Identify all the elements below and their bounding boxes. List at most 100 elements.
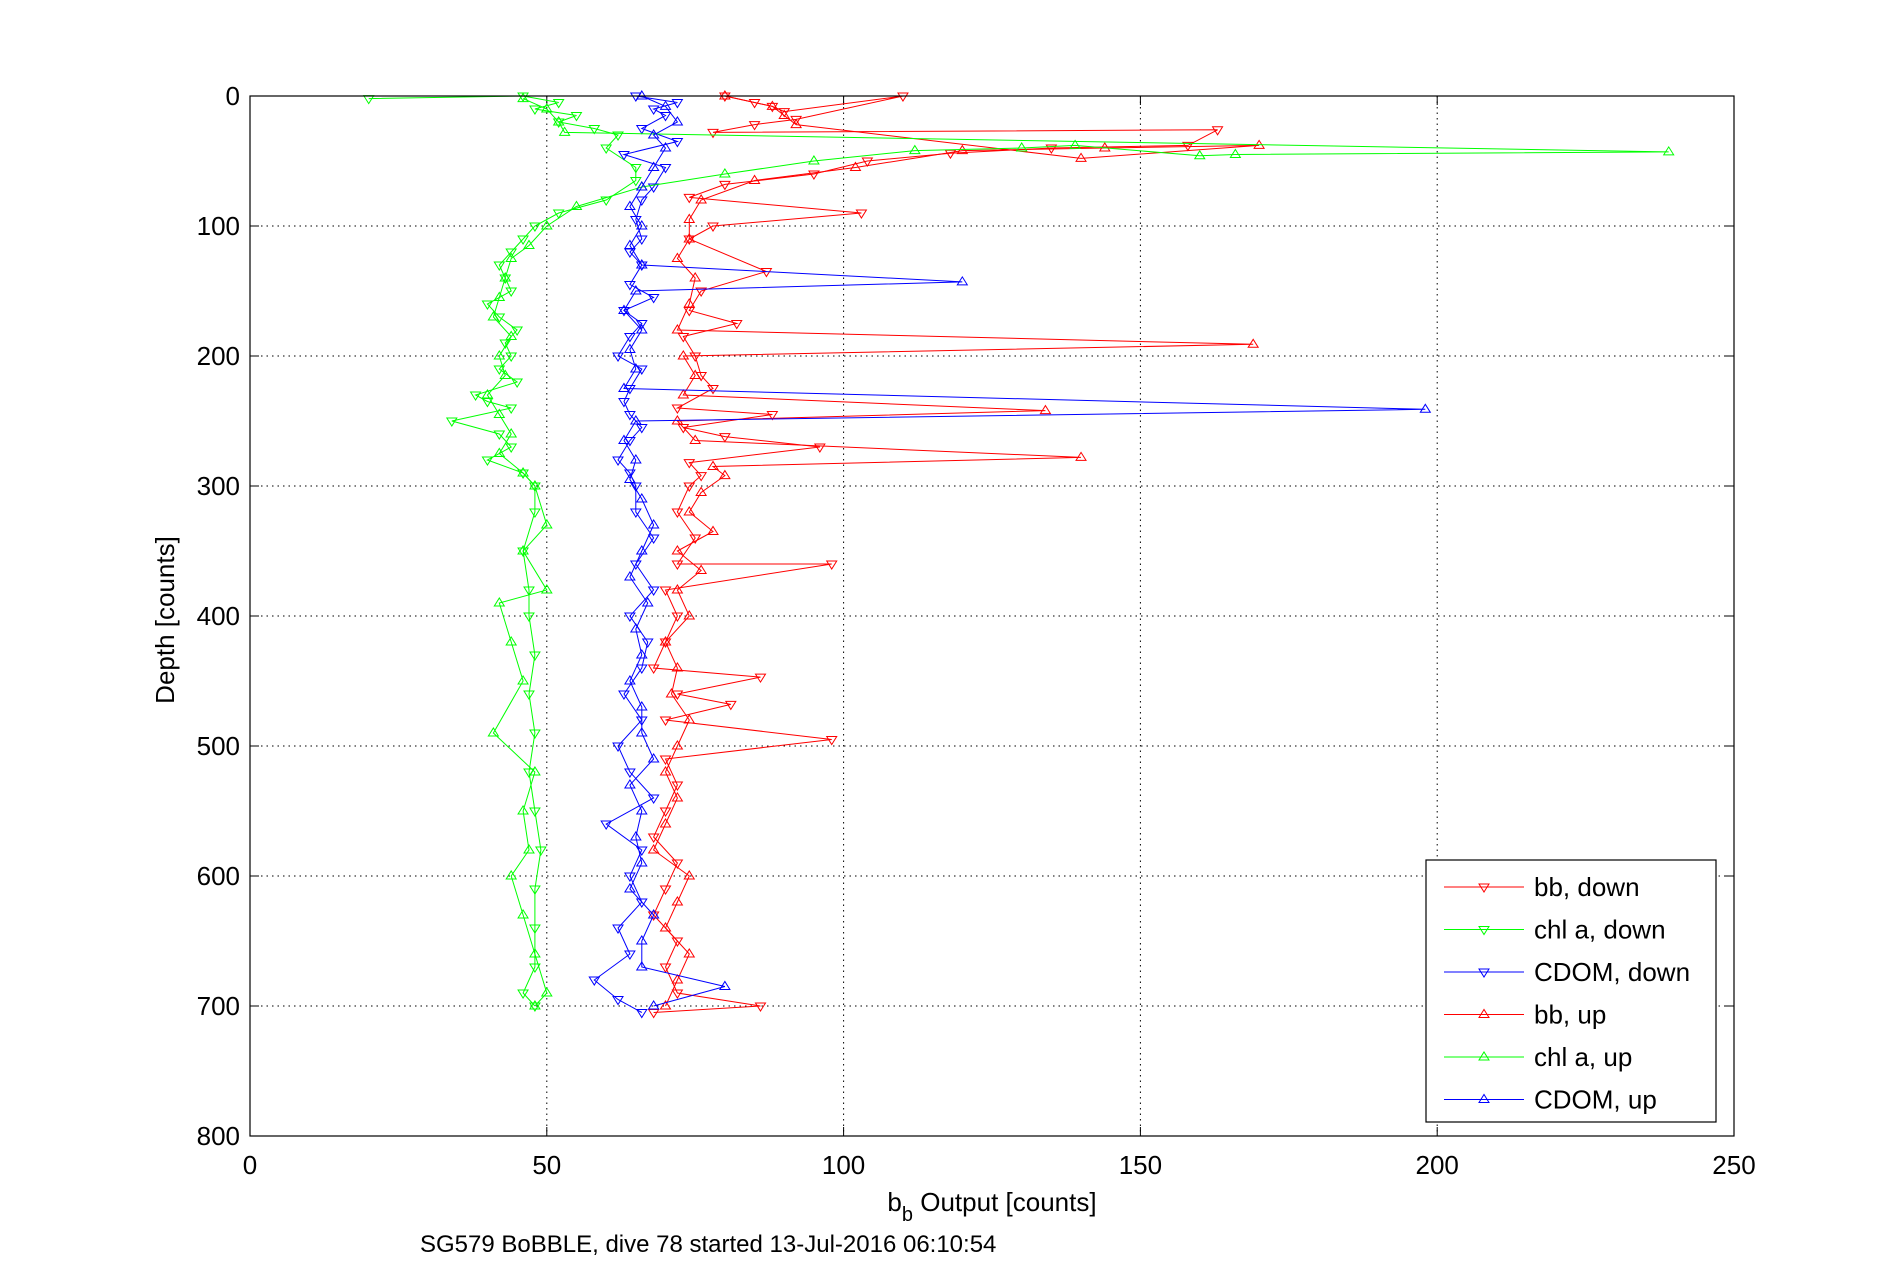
data-point-cdom-down xyxy=(612,456,624,466)
data-point-cdom-up xyxy=(647,161,660,171)
data-point-cdom-down xyxy=(629,560,642,570)
legend-marker xyxy=(1478,1051,1490,1061)
data-point-chl-a-up xyxy=(540,220,553,230)
data-point-cdom-up xyxy=(635,324,648,334)
legend-label: bb, up xyxy=(1534,1000,1606,1030)
data-point-chl-a-up xyxy=(523,239,535,249)
data-point-chl-a-down xyxy=(552,209,565,219)
data-point-chl-a-up xyxy=(487,311,500,321)
data-point-bb-up xyxy=(683,948,696,958)
data-point-cdom-up xyxy=(618,304,630,314)
data-point-chl-a-down xyxy=(511,378,524,388)
data-point-chl-a-up xyxy=(517,805,529,815)
data-point-chl-a-down xyxy=(529,807,541,817)
data-point-bb-up xyxy=(683,714,696,724)
legend-entry-chl-a-up: chl a, up xyxy=(1444,1042,1632,1072)
data-point-cdom-down xyxy=(647,586,660,596)
data-point-cdom-down xyxy=(588,976,601,986)
data-point-cdom-up xyxy=(629,285,642,295)
data-point-bb-up xyxy=(671,896,684,906)
x-axis-label-rest: Output [counts] xyxy=(913,1187,1097,1217)
y-tick-label: 0 xyxy=(226,81,240,111)
data-point-cdom-up xyxy=(718,980,731,990)
y-tick-label: 100 xyxy=(197,211,240,241)
data-point-bb-down xyxy=(647,833,660,843)
data-point-chl-a-down xyxy=(505,248,518,258)
data-point-chl-a-down xyxy=(529,1002,541,1012)
data-point-chl-a-down xyxy=(517,547,529,557)
legend-marker xyxy=(1478,926,1490,936)
data-series xyxy=(362,90,1675,1019)
data-point-cdom-up xyxy=(635,259,648,269)
data-point-chl-a-down xyxy=(505,352,518,362)
data-point-cdom-up xyxy=(641,597,654,607)
data-point-cdom-up xyxy=(629,623,642,633)
y-tick-label: 300 xyxy=(197,471,240,501)
data-point-cdom-up xyxy=(624,883,636,893)
data-point-cdom-down xyxy=(618,307,630,317)
data-point-cdom-up xyxy=(635,935,648,945)
data-point-cdom-up xyxy=(635,701,648,711)
data-point-bb-up xyxy=(683,506,696,516)
data-point-bb-down xyxy=(677,424,690,434)
data-point-chl-a-up xyxy=(517,545,529,555)
x-tick-label: 50 xyxy=(532,1150,561,1180)
data-point-cdom-down xyxy=(612,996,624,1006)
data-point-chl-a-down xyxy=(529,482,541,492)
data-point-chl-a-up xyxy=(499,272,512,282)
data-point-chl-a-down xyxy=(517,469,529,479)
data-point-chl-a-down xyxy=(523,612,535,622)
data-point-bb-up xyxy=(683,298,696,308)
data-point-bb-down xyxy=(861,157,874,167)
data-point-bb-up xyxy=(665,688,678,698)
data-point-cdom-up xyxy=(647,909,660,919)
data-point-cdom-up xyxy=(635,493,648,503)
data-point-bb-up xyxy=(647,844,660,854)
data-point-chl-a-up xyxy=(493,408,506,418)
data-point-cdom-up xyxy=(671,116,684,126)
data-point-bb-down xyxy=(707,128,719,139)
x-tick-label: 250 xyxy=(1712,1150,1755,1180)
data-point-chl-a-down xyxy=(469,391,482,401)
data-point-chl-a-down xyxy=(600,196,613,206)
data-point-cdom-up xyxy=(629,454,642,464)
data-point-bb-down xyxy=(671,781,684,791)
data-point-chl-a-down xyxy=(445,417,458,427)
data-point-bb-up xyxy=(689,434,702,444)
data-point-bb-up xyxy=(718,469,731,480)
data-point-bb-down xyxy=(659,963,672,973)
data-point-bb-up xyxy=(677,350,690,360)
data-point-cdom-up xyxy=(624,473,636,483)
data-point-bb-up xyxy=(671,545,684,555)
data-point-cdom-up xyxy=(624,571,636,581)
data-point-cdom-up xyxy=(635,181,648,191)
data-point-chl-a-down xyxy=(529,105,541,115)
data-point-bb-down xyxy=(647,664,660,674)
data-point-cdom-up xyxy=(647,129,660,139)
data-point-bb-down xyxy=(689,534,702,544)
data-point-chl-a-down xyxy=(481,300,494,310)
data-point-bb-up xyxy=(671,584,684,594)
data-point-chl-a-down xyxy=(505,404,518,414)
data-point-bb-up xyxy=(671,662,684,672)
data-point-chl-a-down xyxy=(529,963,541,973)
data-point-bb-down xyxy=(1211,126,1224,136)
data-point-bb-up xyxy=(695,564,708,574)
data-point-chl-a-up xyxy=(529,766,541,776)
data-point-chl-a-up xyxy=(718,168,731,178)
data-point-chl-a-up xyxy=(505,252,518,262)
data-point-cdom-down xyxy=(659,164,672,174)
x-tick-label: 150 xyxy=(1119,1150,1162,1180)
data-point-bb-up xyxy=(707,460,719,470)
data-point-bb-down xyxy=(671,560,684,570)
data-point-cdom-down xyxy=(624,950,636,960)
legend-entry-cdom-down: CDOM, down xyxy=(1444,957,1690,987)
data-point-cdom-down xyxy=(618,690,630,700)
data-point-bb-up xyxy=(1039,404,1052,415)
x-axis-label-subscript: b xyxy=(902,1204,913,1226)
data-point-chl-a-up xyxy=(540,987,553,997)
data-point-cdom-down xyxy=(600,820,613,830)
legend: bb, down chl a, down CDOM, down bb, up chl a… xyxy=(1425,859,1717,1123)
data-point-cdom-down xyxy=(629,508,642,518)
